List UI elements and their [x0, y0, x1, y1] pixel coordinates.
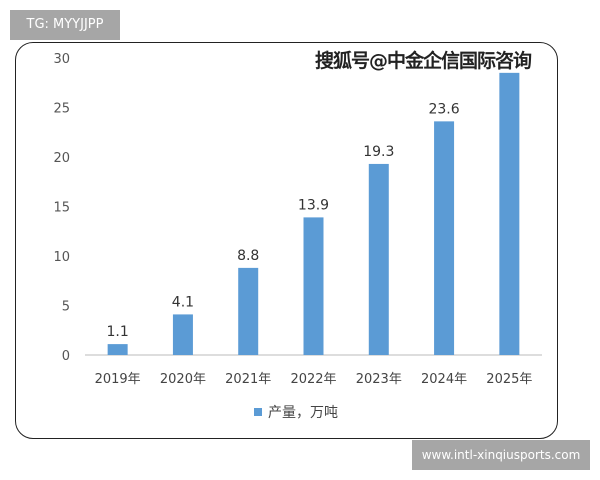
y-tick-label: 25 — [53, 102, 70, 117]
x-tick-label: 2021年 — [225, 372, 271, 387]
data-label: 4.1 — [172, 294, 194, 310]
bar — [368, 163, 389, 355]
y-tick-label: 15 — [53, 201, 70, 216]
legend-label: 产量，万吨 — [268, 405, 338, 421]
y-tick-label: 10 — [53, 250, 70, 265]
tag-label: TG: MYYJJPP — [10, 10, 120, 40]
bar — [238, 267, 259, 355]
bar — [303, 217, 324, 355]
site-label: www.intl-xinqiusports.com — [412, 440, 590, 470]
bar — [107, 344, 128, 355]
bar — [499, 72, 520, 355]
x-tick-label: 2024年 — [421, 372, 467, 387]
data-label: 19.3 — [363, 144, 394, 160]
legend-swatch — [254, 408, 262, 416]
data-label: 8.8 — [237, 248, 259, 264]
y-tick-label: 5 — [62, 300, 70, 315]
x-tick-label: 2022年 — [290, 372, 336, 387]
data-label: 13.9 — [298, 197, 329, 213]
y-tick-label: 20 — [53, 151, 70, 166]
x-tick-label: 2019年 — [95, 372, 141, 387]
data-label: 23.6 — [428, 101, 459, 117]
data-label: 1.1 — [107, 324, 129, 340]
x-tick-label: 2025年 — [486, 372, 532, 387]
x-tick-label: 2020年 — [160, 372, 206, 387]
y-tick-label: 0 — [62, 349, 70, 364]
bar — [434, 121, 455, 355]
bar — [172, 314, 193, 355]
x-tick-label: 2023年 — [356, 372, 402, 387]
watermark: 搜狐号@中金企信国际咨询 — [315, 50, 532, 72]
y-tick-label: 30 — [53, 52, 70, 67]
chart-frame — [15, 42, 558, 439]
